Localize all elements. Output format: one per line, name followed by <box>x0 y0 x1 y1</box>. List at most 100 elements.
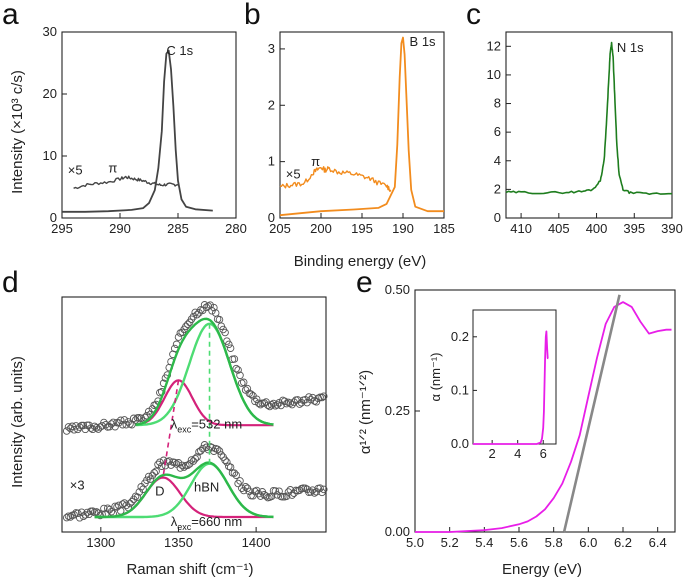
abs-sqrt-alpha-line <box>415 301 672 533</box>
abs-ytick-label: 0.50 <box>385 282 410 297</box>
raman-660-data-point <box>202 443 211 452</box>
n1s-xtick-label: 400 <box>586 221 608 236</box>
raman-532-data-point <box>221 328 229 337</box>
raman-660-data-point <box>191 454 199 463</box>
inset-frame <box>472 309 557 445</box>
abs-ytick-label: 0.00 <box>385 524 410 539</box>
raman-532-data-point <box>273 401 281 409</box>
raman-532-data-point <box>182 322 190 331</box>
raman-532-data-point <box>79 421 88 430</box>
raman-532-data-point <box>109 418 117 427</box>
raman-532-data-point <box>293 396 302 404</box>
raman-660-data-point <box>273 491 281 499</box>
raman-532-data-point <box>288 400 296 409</box>
n1s-ytick-label: 10 <box>487 67 501 82</box>
raman-532-data-point <box>234 366 242 374</box>
raman-660-data-point <box>172 460 181 468</box>
abs-xtick-label: 5.6 <box>510 535 528 550</box>
raman-532-data-point <box>131 416 140 424</box>
c1s-scale-label: ×5 <box>68 163 83 178</box>
raman-532-data-point <box>215 315 224 324</box>
raman-532-data-point <box>189 312 198 321</box>
raman-660-data-point <box>301 484 309 492</box>
raman-532-data-point <box>187 315 196 323</box>
raman-532-data-point <box>286 399 295 407</box>
abs-xtick-label: 5.0 <box>406 535 424 550</box>
raman-660-data-point <box>74 509 82 518</box>
abs-x-axis-title: Energy (eV) <box>502 561 582 578</box>
raman-532-data-point <box>269 399 278 408</box>
raman-532-data-point <box>312 398 321 406</box>
raman-xtick-label: 1300 <box>86 535 115 550</box>
c1s-xtick-label: 280 <box>225 221 247 236</box>
b1s-xtick-label: 205 <box>269 221 291 236</box>
raman-532-data-point <box>254 399 263 407</box>
raman-660-data-point <box>198 444 207 453</box>
raman-532-data-point <box>74 425 82 434</box>
b1s-xtick-label: 200 <box>310 221 332 236</box>
raman-532-data-point <box>305 393 313 401</box>
inset-alpha-line <box>473 330 549 445</box>
raman-660-data-point <box>208 443 216 452</box>
raman-660-data-point <box>159 456 168 465</box>
inset-ytick-label: 0.0 <box>451 436 469 451</box>
raman-532-data-point <box>245 389 254 398</box>
raman-532-data-point <box>264 401 272 409</box>
raman-660-data-point <box>200 441 209 449</box>
raman-532-data-point <box>92 423 101 432</box>
raman-532-data-point <box>225 340 233 349</box>
raman-D-label: D <box>155 484 164 499</box>
inset-xtick-label: 2 <box>489 446 496 461</box>
n1s-ytick-label: 4 <box>494 153 501 168</box>
raman-660-data-point <box>189 457 198 465</box>
raman-532-label: λexc=532 nm <box>171 416 242 434</box>
raman-532-data-point <box>206 301 214 309</box>
raman-660-data-point <box>120 499 129 507</box>
b1s-pi-x5-line <box>279 165 392 193</box>
raman-660-data-point <box>238 484 246 492</box>
b1s-pi-label: π <box>311 154 320 169</box>
raman-y-axis-title: Intensity (arb. units) <box>9 356 26 488</box>
b1s-xtick-label: 190 <box>392 221 414 236</box>
xps-c1s-panel: 295 290 285 280 0 10 20 30 C 1s ×5 π <box>43 24 247 236</box>
raman-660-data-point <box>154 460 162 469</box>
abs-xtick-label: 6.0 <box>579 535 597 550</box>
c1s-pi-x5-line <box>73 175 179 190</box>
b1s-plot-frame <box>279 31 445 219</box>
raman-532-data-point <box>320 392 328 400</box>
raman-660-data-point <box>310 489 319 497</box>
n1s-ytick-label: 8 <box>494 96 501 111</box>
raman-660-data-point <box>143 476 151 484</box>
abs-y-axis-title: α¹ᐟ² (nm⁻¹ᐟ²) <box>357 370 374 454</box>
raman-660-data-point <box>170 458 179 467</box>
c1s-pi-label: π <box>108 161 117 176</box>
xps-n1s-panel: 410 405 400 395 390 0 2 4 6 8 10 12 N 1s <box>487 31 683 236</box>
raman-660-data-point <box>256 492 265 500</box>
raman-660-data-point <box>66 513 75 521</box>
raman-660-data-point <box>180 463 188 471</box>
raman-532-data-point <box>236 371 244 380</box>
raman-660-data-point <box>232 471 240 479</box>
xps-y-axis-title: Intensity (×10³ c/s) <box>9 70 26 194</box>
raman-660-data-point <box>156 458 164 466</box>
raman-660-data-point <box>193 453 201 461</box>
b1s-xtick-label: 195 <box>351 221 373 236</box>
raman-660-data-point <box>239 486 248 495</box>
raman-532-data-point <box>87 424 95 432</box>
raman-660-data-point <box>96 511 104 520</box>
raman-660-data-point <box>316 484 324 492</box>
n1s-ytick-label: 2 <box>494 181 501 196</box>
abs-xtick-label: 5.4 <box>475 535 493 550</box>
raman-660-data-point <box>217 451 226 459</box>
raman-scale-label: ×3 <box>70 477 85 492</box>
raman-660-data-point <box>150 469 158 477</box>
raman-660-data-point <box>184 461 192 469</box>
raman-532-data-point <box>202 303 211 312</box>
raman-660-data-point <box>105 505 114 514</box>
raman-660-data-point <box>81 511 90 519</box>
c1s-xtick-label: 290 <box>109 221 131 236</box>
raman-660-data-point <box>234 479 242 488</box>
raman-532-data-point <box>282 399 291 408</box>
raman-660-data-point <box>83 508 91 517</box>
